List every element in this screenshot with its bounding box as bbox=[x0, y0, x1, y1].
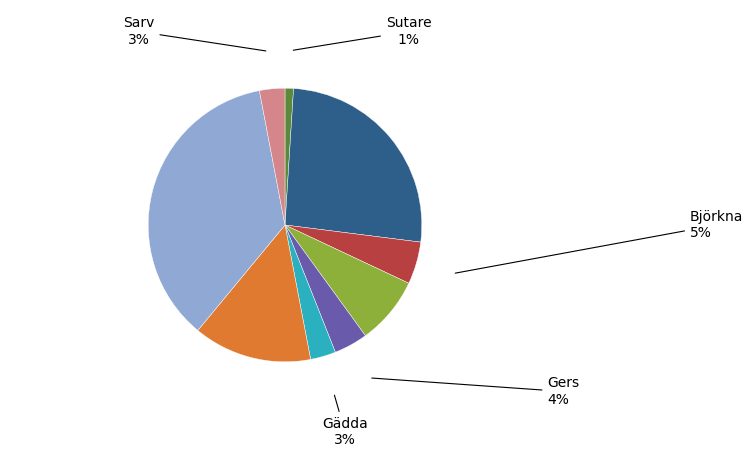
Wedge shape bbox=[198, 225, 310, 362]
Text: Sutare
1%: Sutare 1% bbox=[293, 16, 431, 50]
Text: Sarv
3%: Sarv 3% bbox=[123, 16, 266, 51]
Wedge shape bbox=[285, 89, 422, 242]
Text: Abborre
26%: Abborre 26% bbox=[330, 150, 385, 180]
Wedge shape bbox=[285, 88, 293, 225]
Wedge shape bbox=[285, 225, 409, 336]
Text: Gädda
3%: Gädda 3% bbox=[322, 395, 368, 447]
Text: Braxen
8%: Braxen 8% bbox=[333, 270, 382, 300]
Text: Björkna
5%: Björkna 5% bbox=[455, 210, 743, 273]
Wedge shape bbox=[285, 225, 335, 360]
Wedge shape bbox=[148, 90, 285, 330]
Wedge shape bbox=[285, 225, 421, 283]
Text: Gers
4%: Gers 4% bbox=[372, 376, 580, 407]
Wedge shape bbox=[260, 88, 285, 225]
Text: Gös
14%: Gös 14% bbox=[246, 301, 277, 331]
Text: Mört
36%: Mört 36% bbox=[178, 186, 210, 217]
Wedge shape bbox=[285, 225, 365, 352]
